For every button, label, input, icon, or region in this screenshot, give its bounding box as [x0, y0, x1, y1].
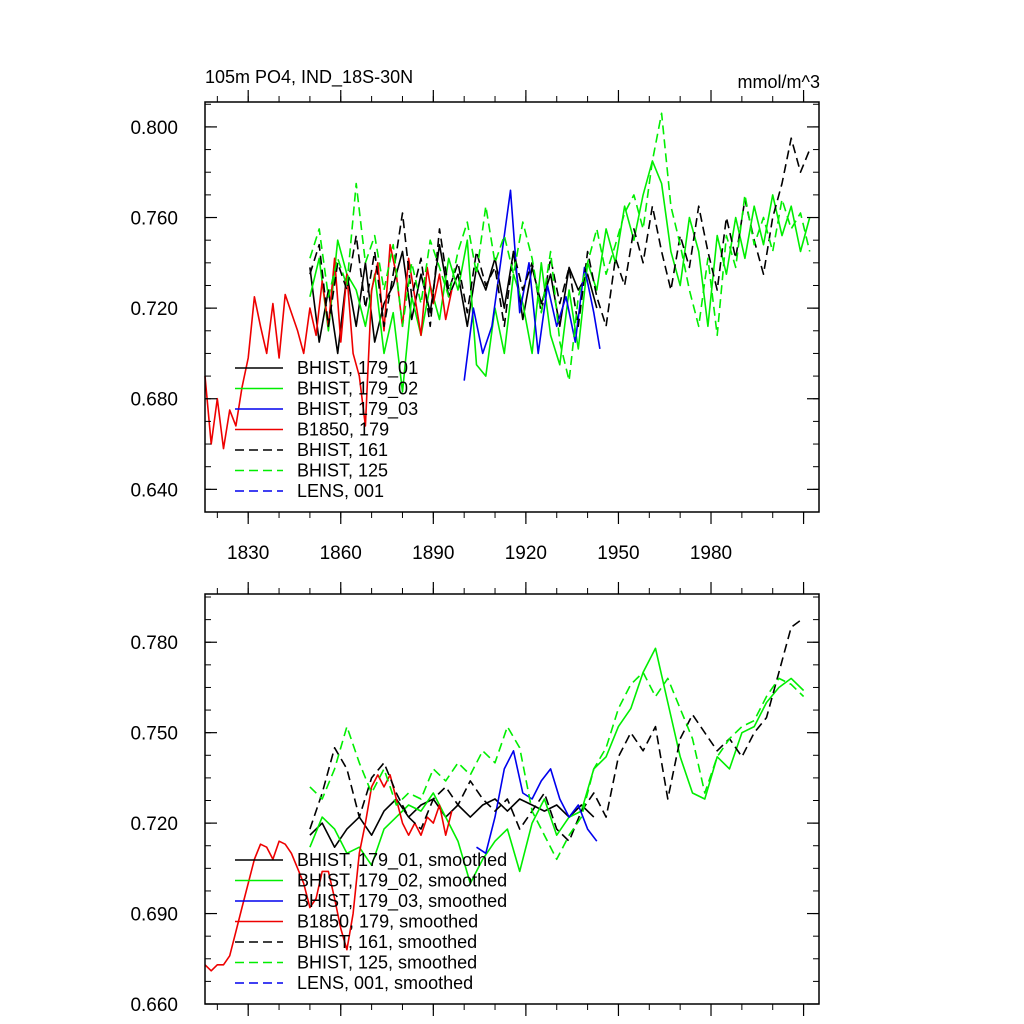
- top-chart-units: mmol/m^3: [738, 72, 820, 92]
- y-tick-label: 0.800: [130, 118, 178, 139]
- series-line-b1850-179-smoothed: [204, 774, 453, 972]
- legend-label: LENS, 001: [297, 481, 384, 501]
- y-tick-label: 0.750: [130, 724, 178, 745]
- y-tick-label: 0.720: [130, 299, 178, 320]
- series-line-bhist-179-02: [309, 160, 811, 393]
- y-tick-label: 0.680: [130, 390, 178, 411]
- legend-label: B1850, 179, smoothed: [297, 912, 478, 932]
- series-line-bhist-161: [309, 137, 811, 328]
- y-tick-label: 0.760: [130, 209, 178, 230]
- legend-label: BHIST, 179_02: [297, 379, 418, 400]
- legend-label: BHIST, 179_03, smoothed: [297, 891, 507, 912]
- x-tick-label: 1830: [227, 543, 269, 564]
- legend-label: BHIST, 161, smoothed: [297, 932, 477, 952]
- x-tick-label: 1890: [412, 543, 454, 564]
- y-tick-label: 0.640: [130, 480, 178, 501]
- legend-label: BHIST, 125: [297, 461, 388, 481]
- legend-label: LENS, 001, smoothed: [297, 973, 473, 993]
- series-line-bhist-179-01-smoothed: [309, 798, 595, 849]
- series-line-bhist-179-03-smoothed: [476, 749, 598, 855]
- bottom-plot-frame: [204, 593, 820, 1005]
- x-tick-label: 1950: [597, 543, 639, 564]
- top-panel: 105m PO4, IND_18S-30N mmol/m^3 BHIST, 17…: [130, 67, 820, 564]
- y-tick-label: 0.720: [130, 814, 178, 835]
- legend-label: BHIST, 125, smoothed: [297, 953, 477, 973]
- x-tick-label: 1920: [505, 543, 547, 564]
- legend-label: BHIST, 179_02, smoothed: [297, 871, 507, 892]
- legend-label: BHIST, 161: [297, 440, 388, 460]
- series-line-bhist-161-smoothed: [309, 617, 805, 843]
- top-chart-title: 105m PO4, IND_18S-30N: [205, 67, 413, 88]
- series-line-bhist-179-03: [463, 189, 601, 381]
- y-tick-label: 0.690: [130, 905, 178, 926]
- series-line-bhist-179-01: [309, 243, 598, 355]
- legend-label: BHIST, 179_01: [297, 358, 418, 379]
- legend-label: BHIST, 179_01, smoothed: [297, 850, 507, 871]
- x-tick-label: 1860: [320, 543, 362, 564]
- series-line-bhist-179-02-smoothed: [309, 647, 805, 885]
- legend-label: B1850, 179: [297, 420, 389, 440]
- series-line-bhist-125: [309, 112, 811, 382]
- x-tick-label: 1980: [690, 543, 732, 564]
- series-line-bhist-125-smoothed: [309, 671, 805, 861]
- y-tick-label: 0.660: [130, 995, 178, 1016]
- top-plot-frame: [204, 101, 820, 513]
- y-tick-label: 0.780: [130, 633, 178, 654]
- legend-label: BHIST, 179_03: [297, 399, 418, 420]
